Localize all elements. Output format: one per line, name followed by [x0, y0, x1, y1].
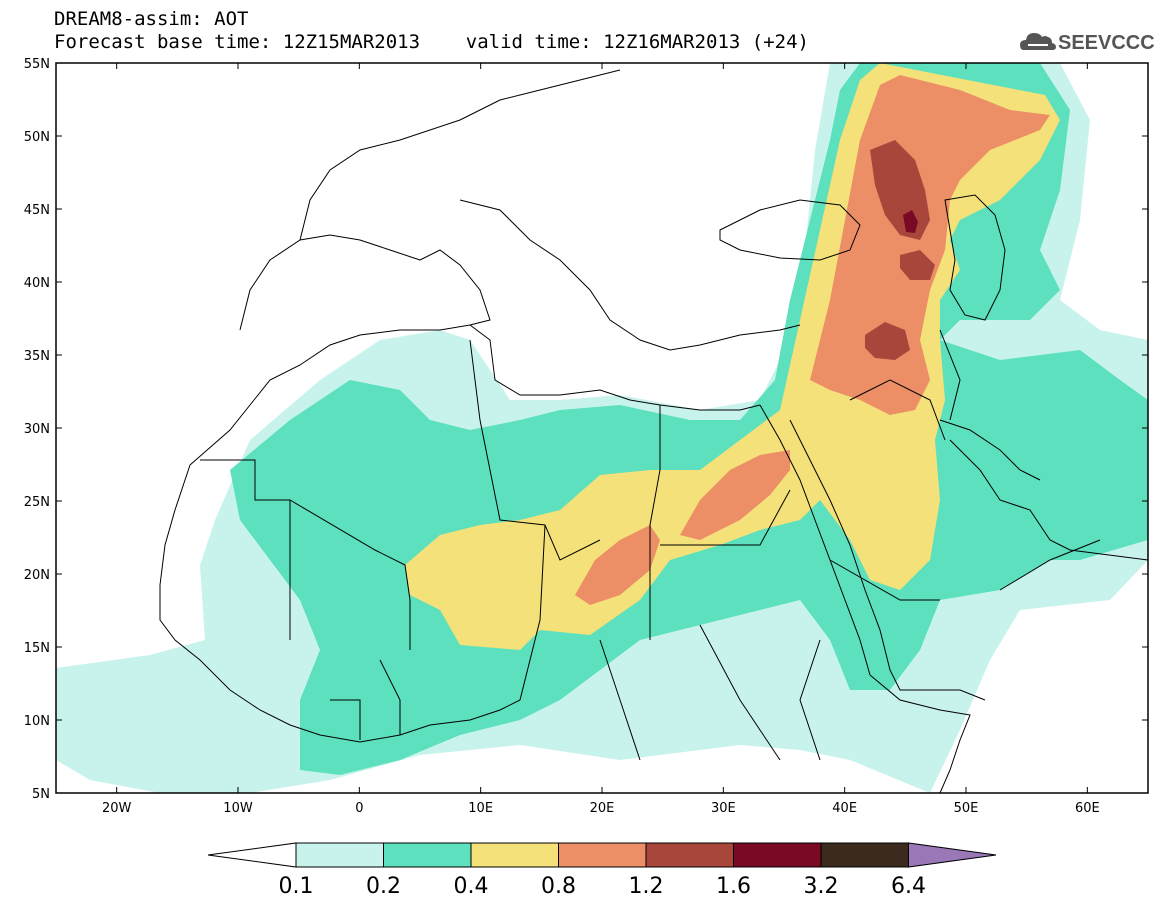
latitude-label: 25N: [24, 495, 50, 510]
aot-contour-1.2: [865, 140, 935, 360]
latitude-label: 35N: [24, 349, 50, 364]
longitude-label: 50E: [954, 801, 979, 816]
longitude-label: 30E: [711, 801, 736, 816]
coastlines: [159, 69, 1148, 793]
logo-text: SEEVCCC: [1058, 32, 1155, 54]
aot-contour-0.8: [575, 75, 1050, 605]
latitude-label: 30N: [24, 422, 50, 437]
longitude-label: 60E: [1075, 801, 1100, 816]
colorbar-level-label: 3.2: [804, 874, 839, 899]
longitude-label: 20W: [102, 801, 132, 816]
colorbar-level-label: 0.1: [279, 874, 314, 899]
seevccc-logo: SEEVCCC: [1020, 32, 1155, 54]
latitude-label: 55N: [24, 57, 50, 72]
cloud-icon: [1020, 33, 1056, 50]
longitude-label: 10E: [468, 801, 493, 816]
colorbar-under-arrow: [207, 842, 297, 868]
colorbar-swatch: [645, 842, 734, 868]
longitude-label: 0: [355, 801, 363, 816]
colorbar-swatch: [295, 842, 384, 868]
colorbar-level-label: 0.4: [454, 874, 489, 899]
latitude-label: 15N: [24, 641, 50, 656]
longitude-labels: 20W 10W 0 10E 20E 30E 40E 50E 60E: [102, 801, 1100, 816]
latitude-label: 5N: [32, 787, 50, 802]
title-line-2: Forecast base time: 12Z15MAR2013 valid t…: [54, 31, 809, 53]
colorbar-level-label: 1.2: [629, 874, 664, 899]
colorbar-swatch: [470, 842, 559, 868]
colorbar-level-label: 1.6: [716, 874, 751, 899]
aot-field: [56, 63, 1148, 793]
latitude-label: 45N: [24, 203, 50, 218]
latitude-label: 20N: [24, 568, 50, 583]
axis-ticks: [56, 62, 1148, 794]
colorbar-level-label: 0.2: [366, 874, 401, 899]
colorbar-swatch: [383, 842, 472, 868]
aot-contour-1.6: [903, 210, 918, 233]
colorbar-swatch: [820, 842, 909, 868]
latitude-label: 40N: [24, 276, 50, 291]
latitude-labels: 55N 50N 45N 40N 35N 30N 25N 20N 15N 10N 5N: [24, 57, 50, 802]
longitude-label: 40E: [832, 801, 857, 816]
colorbar-swatch: [733, 842, 822, 868]
latitude-label: 10N: [24, 714, 50, 729]
title-line-1: DREAM8-assim: AOT: [54, 8, 249, 30]
latitude-label: 50N: [24, 130, 50, 145]
colorbar-swatch: [558, 842, 647, 868]
colorbar-level-label: 6.4: [891, 874, 926, 899]
longitude-label: 10W: [223, 801, 253, 816]
colorbar-over-arrow: [908, 842, 997, 868]
longitude-label: 20E: [590, 801, 615, 816]
colorbar-level-label: 0.8: [541, 874, 576, 899]
